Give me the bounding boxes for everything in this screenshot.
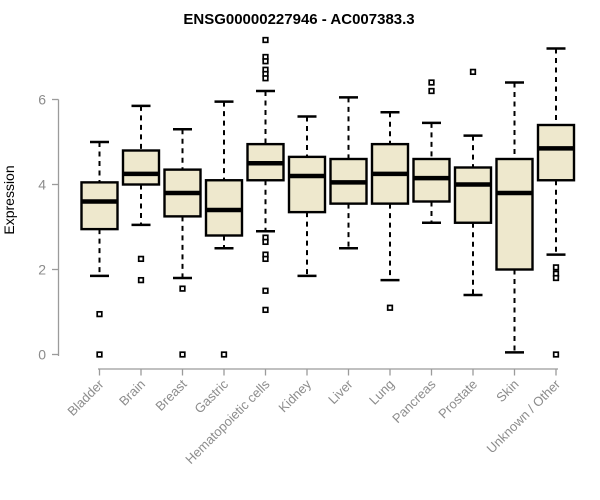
y-tick-label: 6 (38, 91, 46, 107)
x-tick-label-bladder: Bladder (64, 376, 107, 419)
outlier-point (469, 68, 477, 76)
boxplot-breast (163, 127, 202, 358)
outlier-point (552, 274, 560, 282)
iqr-box (287, 155, 327, 214)
iqr-box (536, 123, 576, 182)
outlier-point (96, 351, 103, 358)
outlier-point (428, 79, 435, 86)
outlier-point (262, 238, 269, 246)
iqr-box (453, 166, 493, 224)
outlier-point (137, 255, 145, 263)
boxplot-bladder (80, 140, 119, 358)
outlier-point (220, 351, 228, 358)
outlier-point (262, 255, 269, 263)
boxplot-pancreas (412, 79, 451, 225)
boxplot-prostate (453, 68, 493, 297)
outlier-point (137, 276, 145, 284)
y-tick-label: 4 (38, 176, 46, 192)
boxplot-brain (121, 104, 161, 284)
boxplot-liver (329, 96, 368, 250)
boxplot-lung (370, 110, 410, 311)
boxplot-gastric (204, 100, 244, 358)
outlier-point (552, 264, 560, 271)
outlier-point (179, 285, 186, 292)
outlier-point (262, 58, 269, 65)
x-tick-label-pancreas: Pancreas (389, 376, 439, 426)
iqr-box (121, 149, 161, 186)
boxplot-skin (495, 81, 534, 354)
boxplot-hematopoietic-cells (246, 36, 285, 314)
x-tick-label-breast: Breast (152, 376, 189, 413)
outlier-point (262, 36, 269, 44)
y-tick-label: 2 (38, 261, 46, 277)
y-tick-label: 0 (38, 346, 46, 362)
x-tick-label-brain: Brain (116, 377, 148, 409)
x-tick-label-unknown-other: Unknown / Other (484, 376, 564, 456)
boxplot-kidney (287, 115, 327, 278)
x-tick-label-lung: Lung (366, 377, 397, 408)
box-series (80, 36, 576, 358)
x-tick-label-liver: Liver (325, 376, 356, 407)
y-axis: 0 2 4 6 (38, 91, 60, 362)
y-axis-title: Expression (1, 165, 17, 234)
boxplot-unknown-other (536, 47, 576, 358)
outlier-point (179, 351, 186, 358)
outlier-point (552, 351, 560, 358)
x-tick-label-gastric: Gastric (191, 376, 231, 416)
x-tick-label-skin: Skin (493, 377, 521, 405)
outlier-point (262, 306, 269, 314)
outlier-point (386, 304, 394, 311)
outlier-point (262, 287, 269, 294)
x-tick-label-kidney: Kidney (275, 376, 314, 415)
iqr-box (80, 181, 119, 231)
chart-title: ENSG00000227946 - AC007383.3 (183, 11, 414, 28)
x-tick-label-prostate: Prostate (435, 377, 480, 422)
outlier-point (96, 310, 103, 318)
outlier-point (428, 87, 435, 95)
outlier-point (262, 75, 269, 82)
iqr-box (495, 157, 534, 271)
